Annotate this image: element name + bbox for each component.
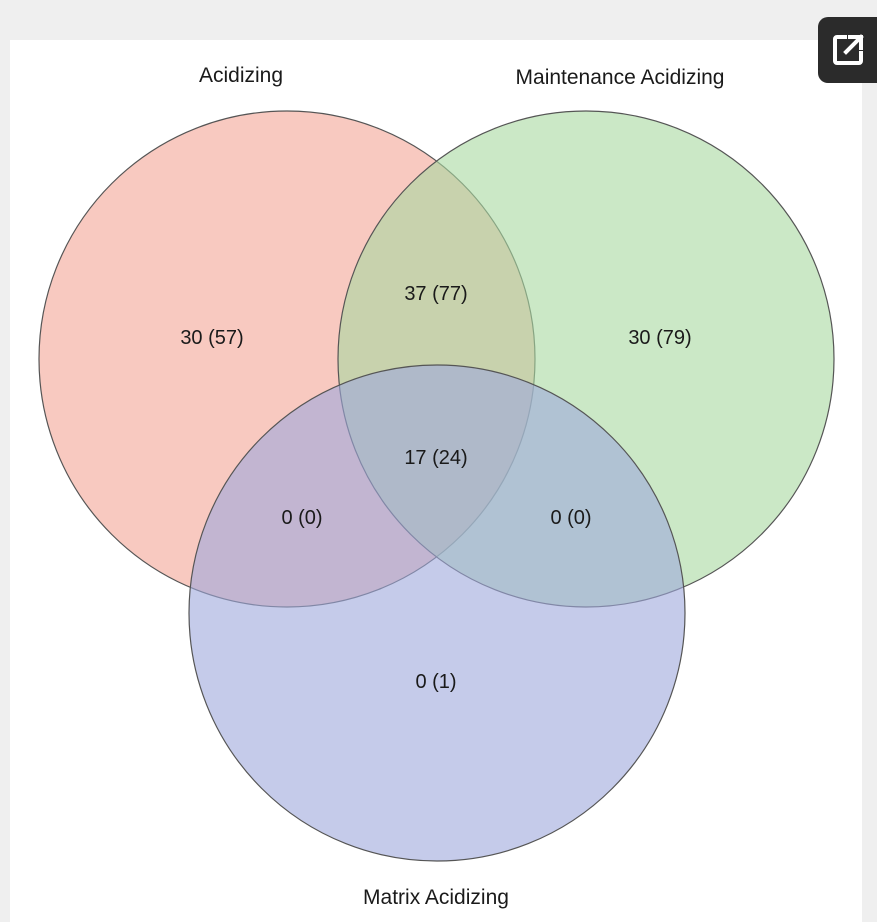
venn-diagram: Acidizing Maintenance Acidizing Matrix A… — [38, 64, 835, 909]
set-label-maintenance-acidizing: Maintenance Acidizing — [516, 66, 725, 89]
venn-diagram-panel: Acidizing Maintenance Acidizing Matrix A… — [10, 40, 862, 922]
region-all-three: 17 (24) — [404, 447, 467, 469]
circle-group — [38, 110, 835, 862]
region-acidizing-maintenance: 37 (77) — [404, 283, 467, 305]
region-acidizing-matrix: 0 (0) — [281, 507, 322, 529]
region-matrix-only: 0 (1) — [415, 671, 456, 693]
open-external-button[interactable] — [818, 17, 877, 83]
external-link-icon — [833, 34, 864, 65]
set-label-matrix-acidizing: Matrix Acidizing — [363, 886, 509, 909]
region-maintenance-matrix: 0 (0) — [550, 507, 591, 529]
region-maintenance-only: 30 (79) — [628, 327, 691, 349]
circle-matrix-acidizing — [188, 364, 686, 862]
region-acidizing-only: 30 (57) — [180, 327, 243, 349]
set-label-acidizing: Acidizing — [199, 64, 283, 87]
